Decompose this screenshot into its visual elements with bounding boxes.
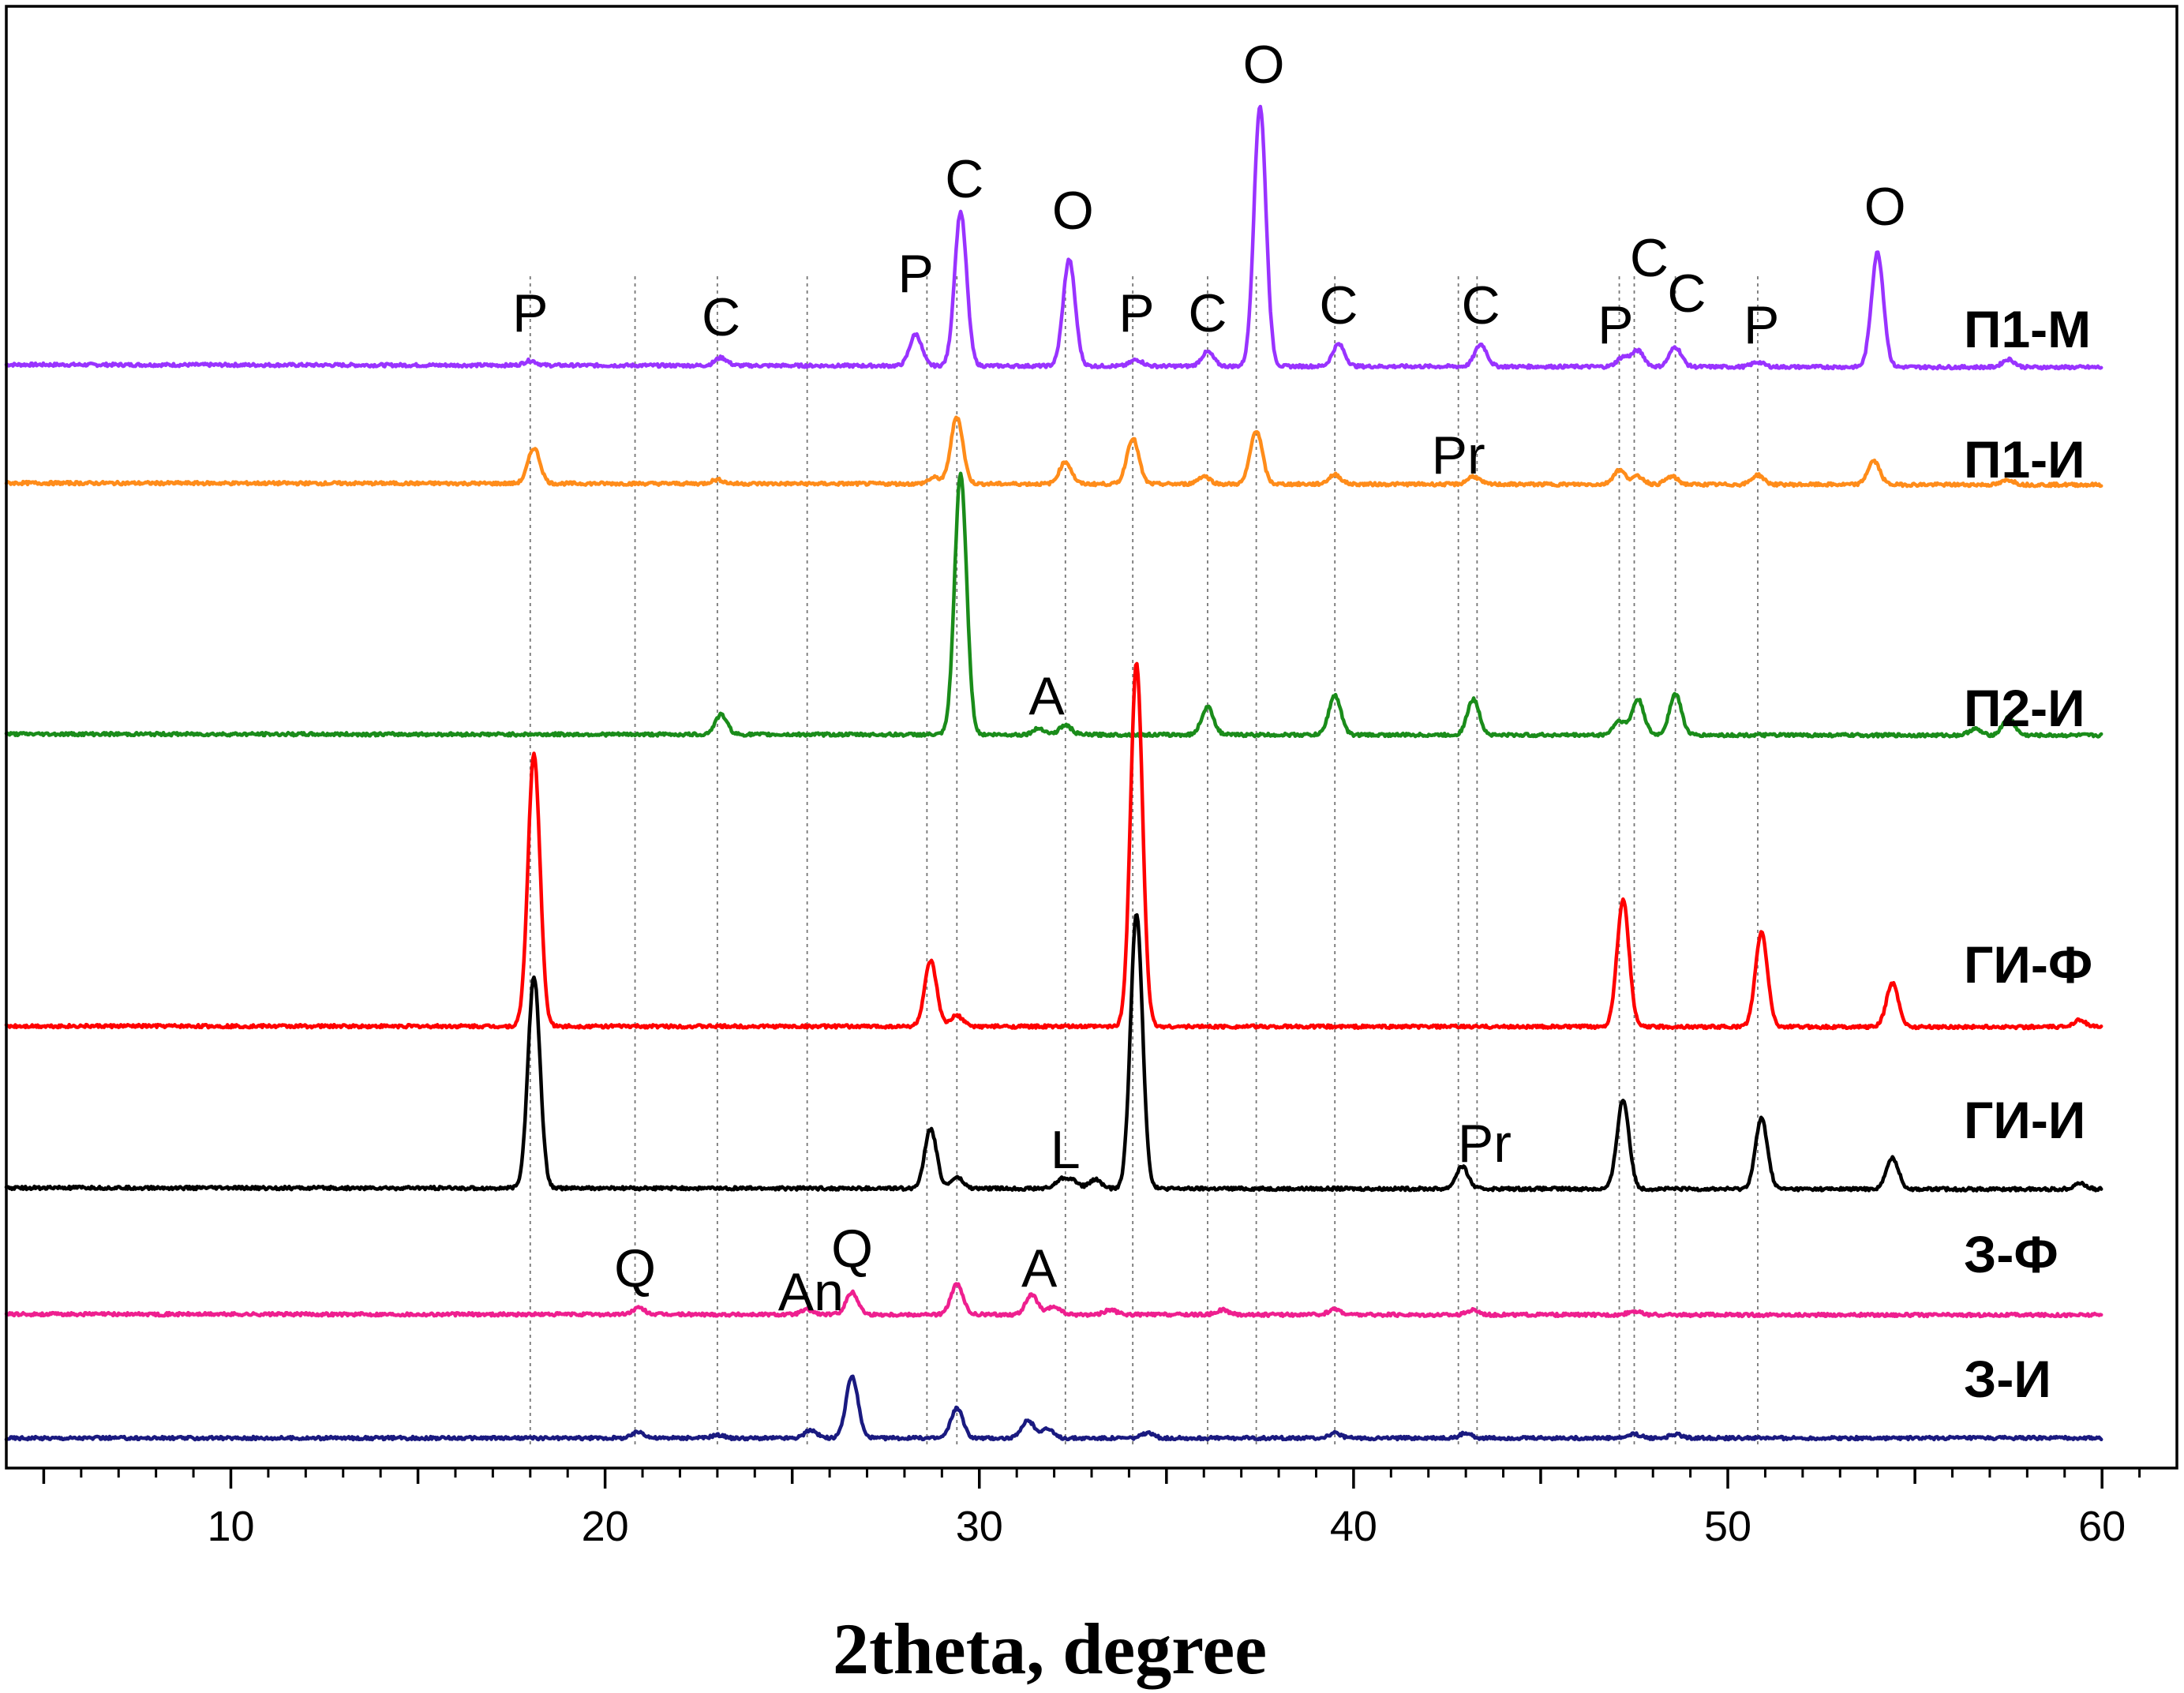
x-tick-label: 50 — [1704, 1503, 1751, 1550]
series-traces — [4, 104, 2103, 1442]
x-tick-label: 30 — [956, 1503, 1003, 1550]
series-label: ГИ-И — [1964, 1091, 2085, 1149]
peak-label: C — [702, 287, 740, 347]
x-tick-label: 40 — [1330, 1503, 1377, 1550]
peak-label: C — [1667, 264, 1706, 324]
series-line — [4, 104, 2103, 371]
series-label: П1-М — [1964, 300, 2091, 358]
series-line — [4, 1282, 2103, 1319]
peak-label: C — [945, 149, 983, 209]
peak-label: P — [1744, 295, 1779, 355]
peak-label: O — [1052, 181, 1094, 241]
series-line — [4, 1374, 2103, 1442]
series-line — [4, 471, 2103, 739]
peak-label: O — [1864, 177, 1906, 237]
series-label: П1-И — [1964, 430, 2085, 489]
series-line — [4, 661, 2103, 1031]
peak-label: Q — [831, 1219, 873, 1279]
series-label: П2-И — [1964, 679, 2085, 737]
peak-label: L — [1051, 1120, 1081, 1180]
peak-label: Pr — [1458, 1114, 1512, 1174]
peak-label: P — [897, 244, 933, 304]
series-label: ГИ-Ф — [1964, 935, 2092, 994]
series-label: З-И — [1964, 1350, 2051, 1408]
x-tick-label: 10 — [207, 1503, 254, 1550]
series-label: З-Ф — [1964, 1225, 2059, 1283]
reference-lines — [529, 276, 1759, 1444]
peak-label: Pr — [1432, 425, 1485, 485]
peak-label: C — [1319, 275, 1358, 335]
peak-label: C — [1462, 275, 1500, 335]
x-tick-label: 60 — [2078, 1503, 2126, 1550]
peak-label: P — [1598, 295, 1633, 355]
series-line — [4, 415, 2103, 489]
series-line — [4, 912, 2103, 1193]
peak-label: C — [1188, 283, 1227, 343]
x-tick-label: 20 — [582, 1503, 629, 1550]
x-axis-title: 2theta, degree — [833, 1609, 1267, 1689]
peak-label: P — [1118, 283, 1154, 343]
peak-label: A — [1028, 666, 1065, 726]
peak-label: P — [512, 283, 548, 343]
series-labels: П1-М П1-И П2-И ГИ-Ф ГИ-И З-Ф З-И — [1964, 300, 2092, 1408]
peak-label: An — [778, 1262, 844, 1322]
peak-label: A — [1021, 1238, 1058, 1298]
peak-label: Q — [614, 1238, 656, 1298]
peak-label: C — [1630, 228, 1669, 288]
peak-label: O — [1243, 35, 1285, 95]
x-axis: 10 20 30 40 50 60 — [42, 1468, 2141, 1550]
